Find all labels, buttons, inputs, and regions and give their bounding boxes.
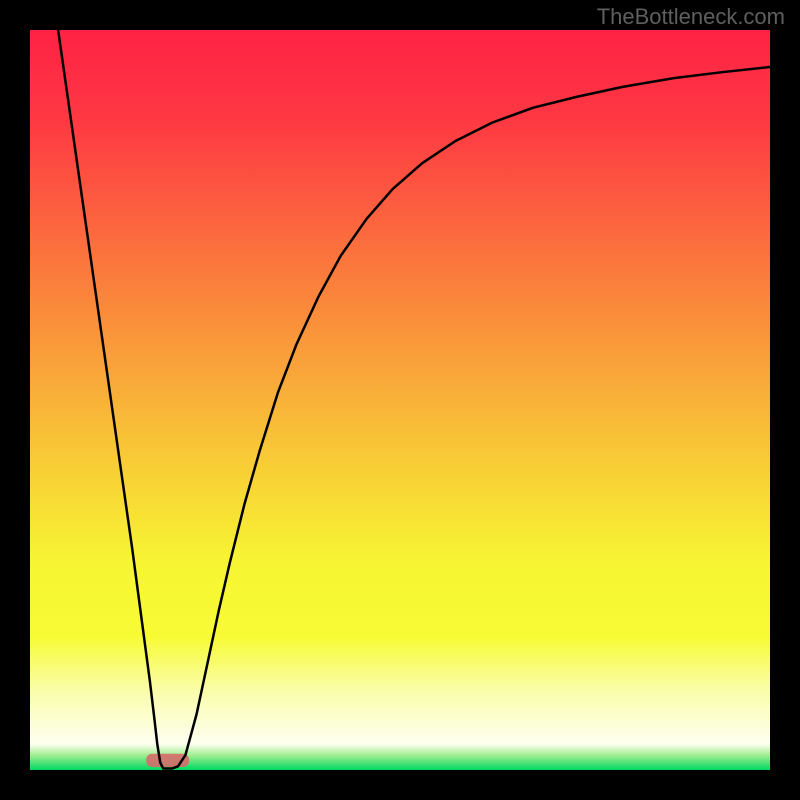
- bottleneck-chart: TheBottleneck.com: [0, 0, 800, 800]
- plot-background: [30, 30, 770, 770]
- attribution-text: TheBottleneck.com: [597, 4, 785, 29]
